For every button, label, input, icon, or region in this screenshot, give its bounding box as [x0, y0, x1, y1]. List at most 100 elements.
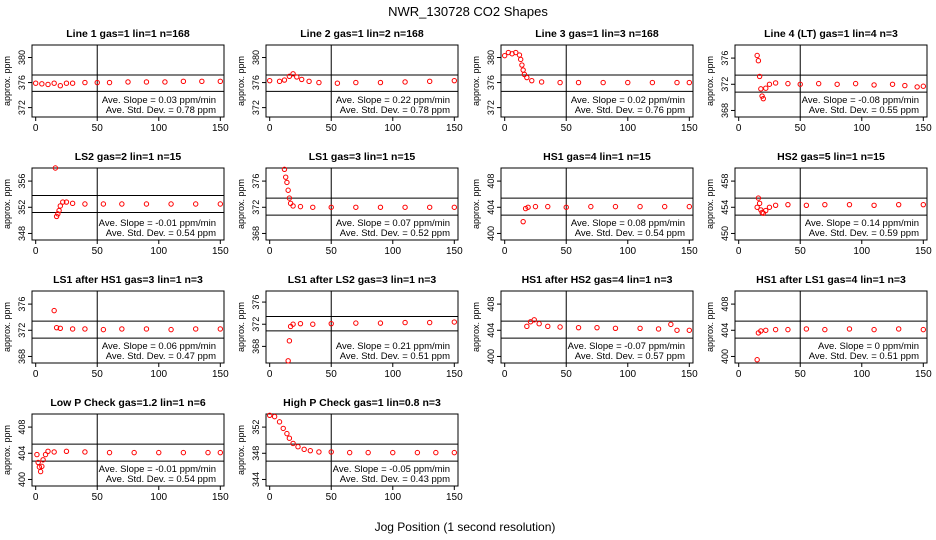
x-tick-label: 50	[561, 123, 573, 134]
data-point	[902, 82, 908, 89]
data-point	[328, 320, 334, 327]
plot-frame	[734, 290, 928, 364]
data-point	[82, 326, 88, 332]
data-point	[266, 77, 273, 84]
data-point	[920, 83, 927, 89]
data-point	[803, 326, 810, 332]
stats-annotation: Ave. Slope = 0.22 ppm/min	[336, 95, 450, 106]
data-point	[754, 52, 760, 59]
y-axis-label: approx. ppm	[2, 302, 12, 352]
x-tick-label: 0	[502, 246, 508, 257]
data-point	[306, 78, 312, 85]
x-tick-label: 150	[681, 246, 698, 257]
y-axis-label: approx. ppm	[2, 56, 12, 106]
data-point	[895, 201, 902, 208]
data-point	[82, 79, 88, 86]
data-point	[217, 449, 224, 456]
y-tick-label: 376	[251, 174, 261, 189]
data-point	[871, 202, 877, 209]
data-point	[328, 449, 334, 455]
x-tick-label: 100	[619, 369, 636, 380]
data-point	[433, 449, 439, 456]
x-tick-label: 50	[326, 492, 338, 503]
x-tick-label: 100	[150, 246, 167, 257]
data-point	[772, 80, 779, 86]
data-point	[834, 81, 840, 87]
panel: Line 2 gas=1 lin=2 n=168 approx. ppm 0 50 10…	[236, 28, 463, 134]
x-tick-label: 100	[384, 369, 401, 380]
data-point	[525, 204, 531, 210]
x-tick-label: 100	[619, 246, 636, 257]
plot-frame	[265, 413, 459, 487]
data-point	[32, 80, 39, 86]
data-point	[39, 463, 45, 470]
y-tick-label: 380	[251, 50, 261, 65]
data-point	[763, 327, 769, 333]
data-point	[545, 203, 551, 210]
data-point	[763, 207, 769, 214]
y-tick-label: 376	[17, 75, 27, 90]
data-point	[686, 79, 693, 86]
x-tick-label: 150	[446, 246, 463, 257]
data-point	[266, 412, 273, 419]
data-point	[822, 201, 828, 208]
data-point	[284, 430, 290, 437]
plot-frame	[734, 167, 928, 241]
data-point	[286, 195, 293, 201]
panel-title: Line 4 (LT) gas=1 lin=4 n=3	[764, 28, 898, 40]
stats-annotation: Ave. Slope = 0.02 ppm/min	[571, 95, 685, 106]
data-point	[517, 56, 524, 63]
stats-annotation: Ave. Std. Dev. = 0.78 ppm	[106, 105, 216, 116]
y-tick-label: 344	[251, 472, 261, 487]
data-point	[755, 58, 762, 64]
data-point	[451, 449, 458, 456]
data-point	[143, 79, 150, 85]
data-point	[766, 81, 773, 87]
data-point	[575, 324, 582, 331]
data-point	[286, 73, 293, 80]
stats-annotation: Ave. Slope = 0.03 ppm/min	[102, 95, 216, 106]
x-tick-label: 0	[33, 492, 39, 503]
x-tick-label: 150	[681, 369, 698, 380]
data-point	[402, 79, 408, 85]
data-point	[353, 320, 359, 326]
data-point	[310, 204, 316, 210]
data-point	[37, 468, 44, 475]
data-point	[529, 77, 535, 84]
data-point	[414, 449, 421, 456]
x-tick-label: 50	[326, 123, 338, 134]
data-point	[557, 324, 563, 330]
x-tick-label: 150	[212, 369, 229, 380]
data-point	[852, 80, 859, 87]
plot-frame	[734, 44, 928, 118]
x-tick-label: 150	[915, 369, 932, 380]
x-tick-label: 50	[795, 123, 807, 134]
data-point	[516, 52, 523, 58]
y-tick-label: 368	[251, 226, 261, 241]
data-point	[871, 82, 877, 88]
panel-title: HS1 after HS2 gas=4 lin=1 n=3	[522, 274, 673, 286]
x-tick-label: 100	[384, 246, 401, 257]
data-point	[668, 321, 674, 328]
data-point	[45, 448, 51, 455]
x-tick-label: 100	[150, 492, 167, 503]
data-point	[34, 451, 40, 458]
data-point	[280, 425, 286, 432]
y-axis-label: approx. ppm	[471, 179, 481, 229]
data-point	[889, 81, 896, 87]
data-point	[674, 79, 680, 86]
data-point	[39, 81, 45, 87]
y-tick-label: 380	[17, 50, 27, 65]
data-point	[754, 204, 760, 210]
data-point	[63, 80, 70, 86]
data-point	[661, 203, 668, 210]
data-point	[520, 67, 526, 73]
data-point	[106, 79, 113, 86]
data-point	[612, 325, 619, 332]
data-point	[125, 79, 131, 85]
data-point	[271, 413, 278, 420]
x-tick-label: 0	[267, 246, 273, 257]
data-point	[180, 78, 187, 85]
x-tick-label: 0	[267, 492, 273, 503]
